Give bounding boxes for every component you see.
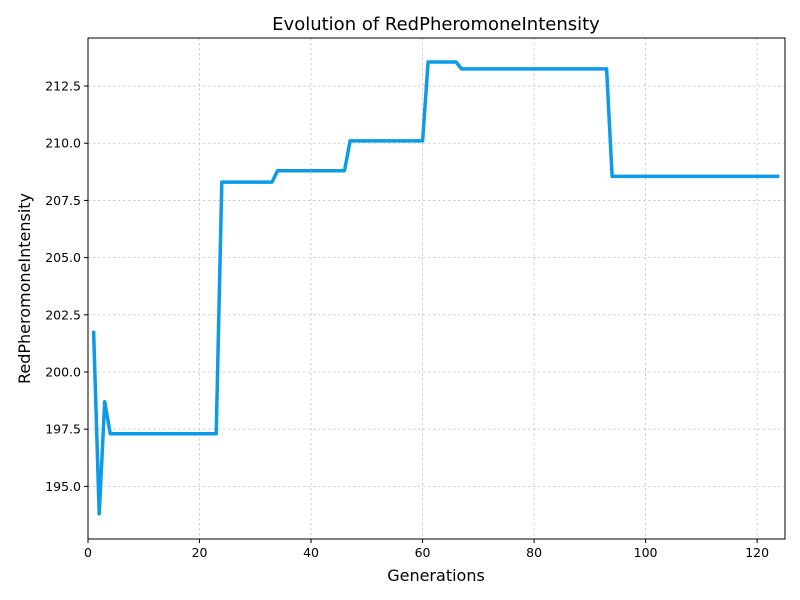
y-tick-label: 210.0 — [45, 136, 81, 151]
x-tick-label: 100 — [634, 545, 658, 560]
y-tick-label: 200.0 — [45, 365, 81, 380]
y-tick-label: 207.5 — [45, 193, 81, 208]
grid — [87, 38, 785, 539]
chart-title: Evolution of RedPheromoneIntensity — [272, 14, 600, 35]
x-tick-label: 80 — [526, 545, 542, 560]
plot-frame — [87, 37, 786, 540]
series-layer — [91, 60, 780, 516]
y-tick-label: 205.0 — [45, 250, 81, 265]
y-tick-label: 195.0 — [45, 479, 81, 494]
series-line — [91, 60, 780, 516]
y-tick-label: 212.5 — [45, 79, 81, 94]
x-tick-label: 0 — [84, 545, 92, 560]
x-axis: 0 20 40 60 80 100 120 — [84, 539, 769, 560]
y-tick-label: 202.5 — [45, 307, 81, 322]
x-axis-label: Generations — [387, 566, 485, 585]
y-tick-label: 197.5 — [45, 422, 81, 437]
x-tick-label: 60 — [415, 545, 431, 560]
x-tick-label: 120 — [745, 545, 769, 560]
x-tick-label: 20 — [192, 545, 208, 560]
y-axis-label: RedPheromoneIntensity — [15, 193, 34, 384]
y-axis: 195.0 197.5 200.0 202.5 205.0 207.5 210.0 212.5 — [45, 79, 88, 494]
x-tick-label: 40 — [303, 545, 319, 560]
